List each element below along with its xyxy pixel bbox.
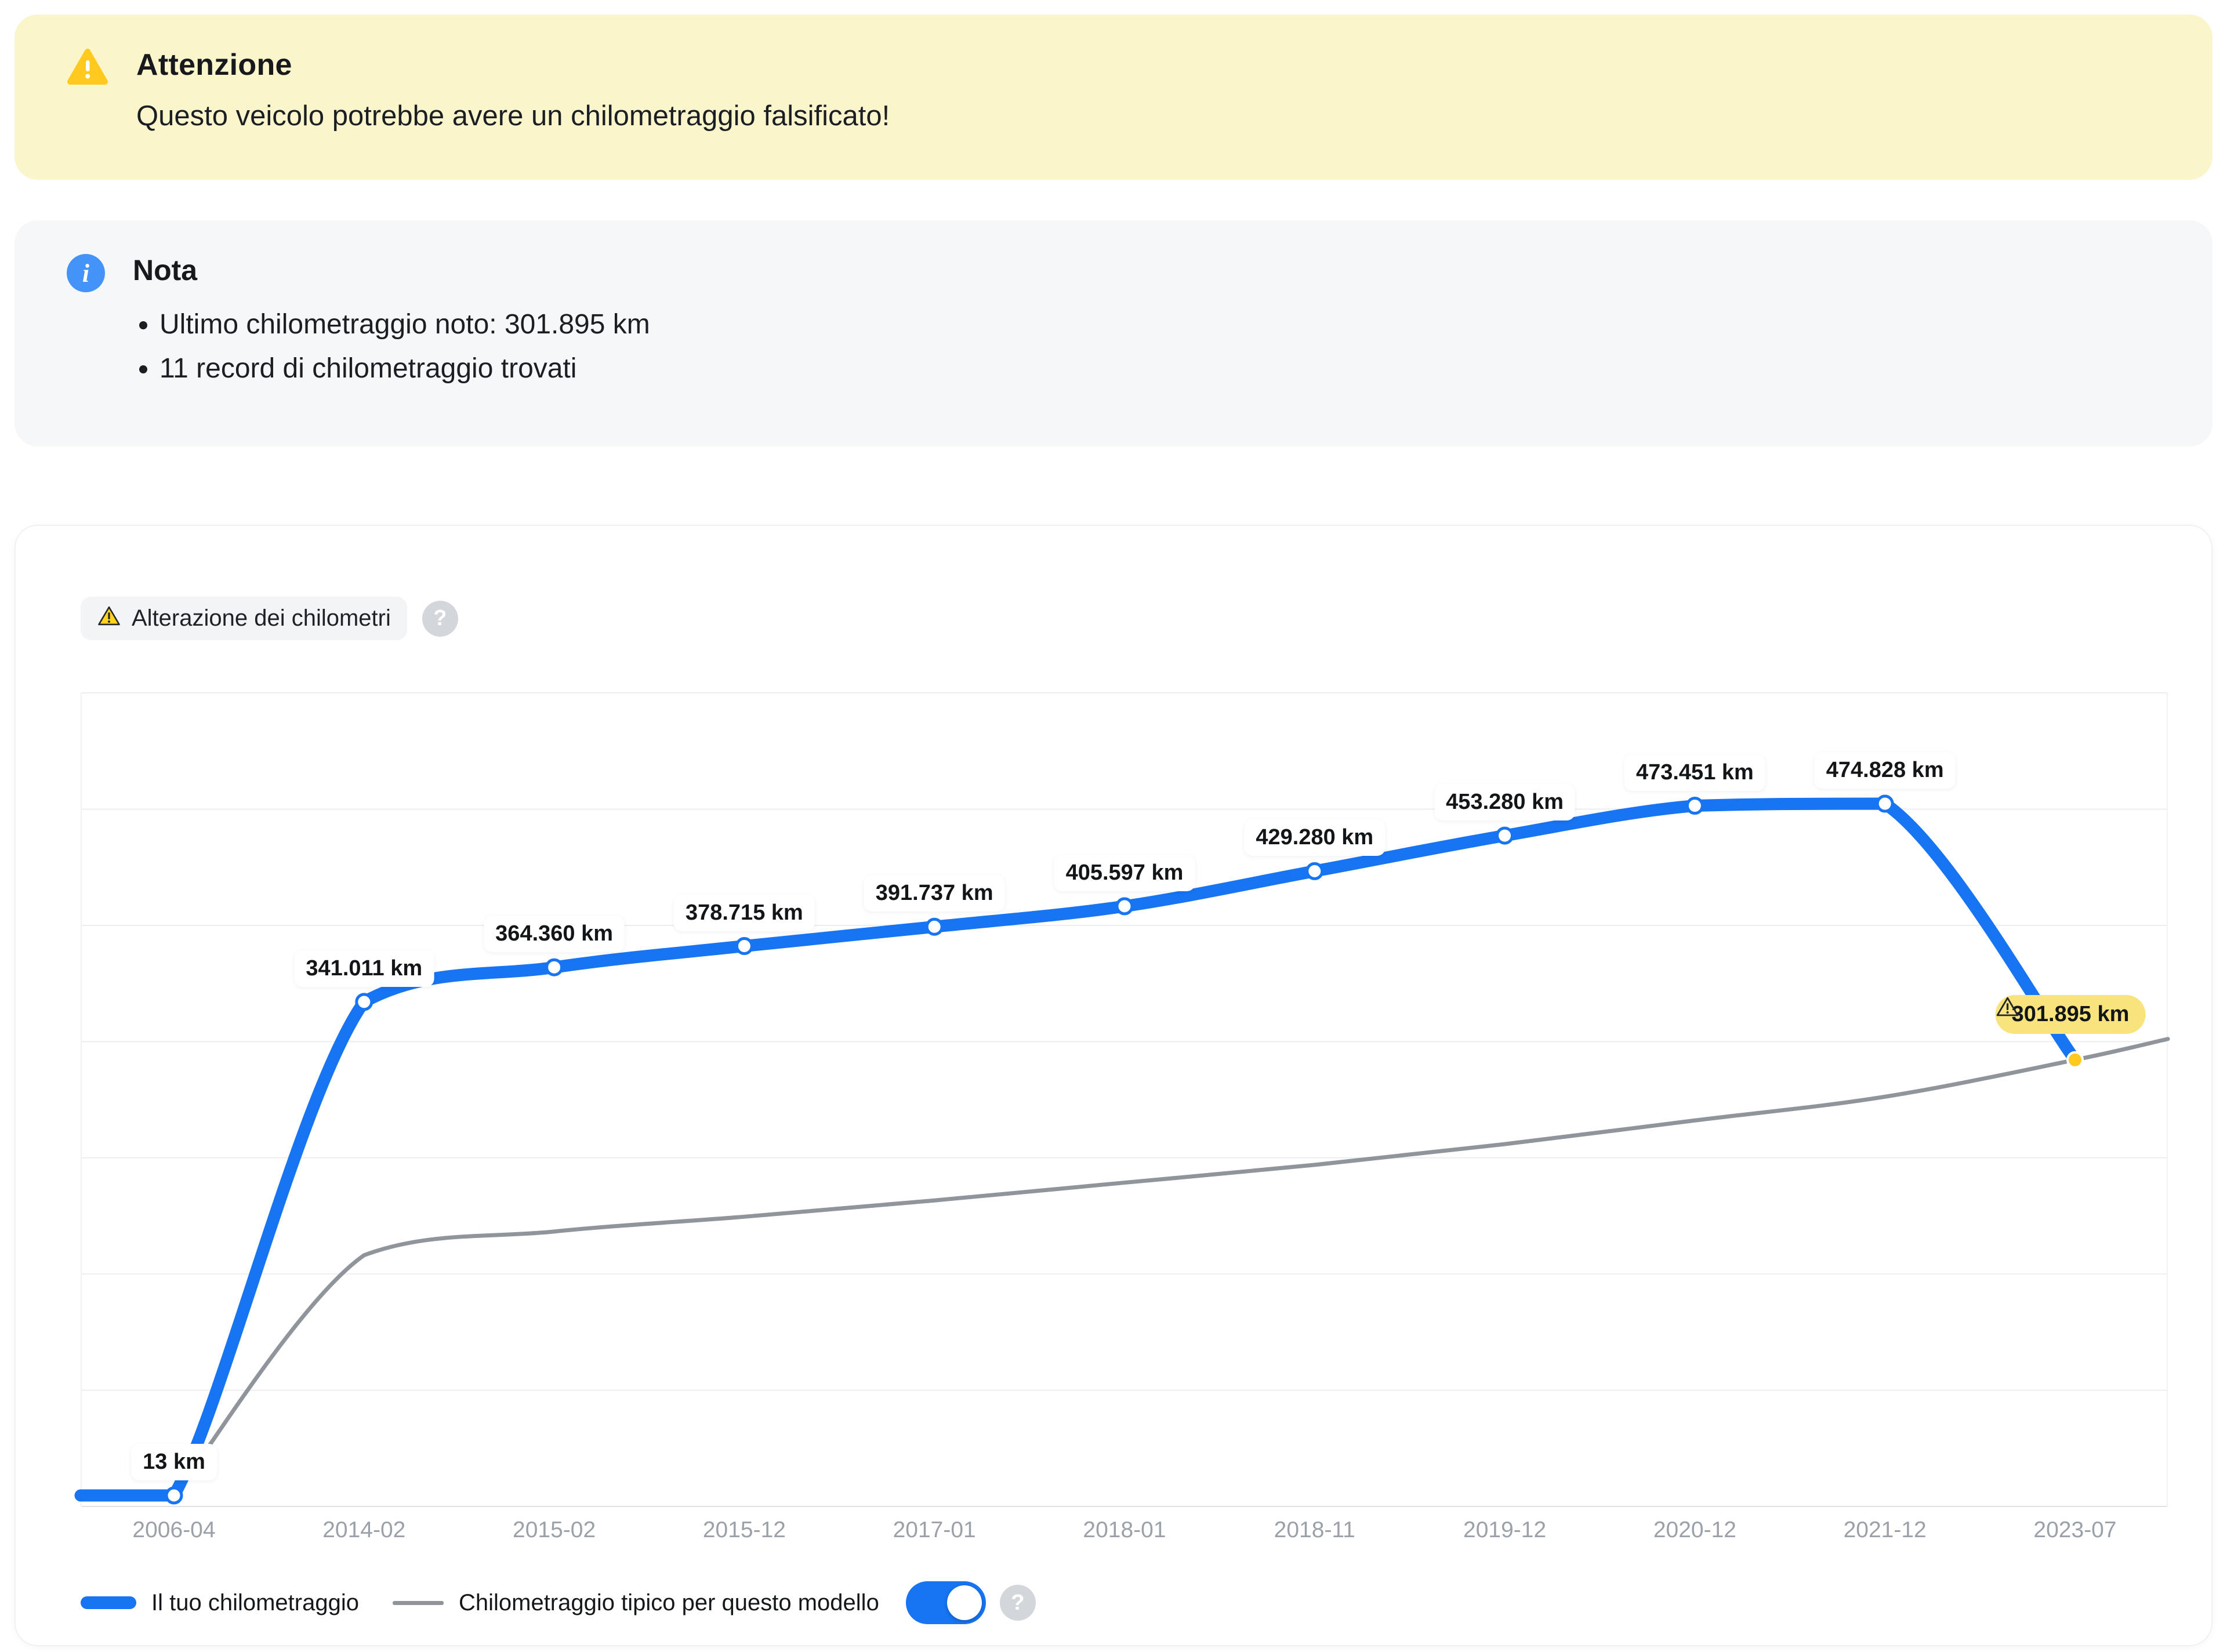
- note-item-last-mileage: Ultimo chilometraggio noto: 301.895 km: [159, 303, 650, 347]
- point-label: 453.280 km: [1434, 784, 1576, 821]
- tampering-badge-label: Alterazione dei chilometri: [132, 605, 391, 631]
- note-card: i Nota Ultimo chilometraggio noto: 301.8…: [14, 220, 2213, 446]
- warning-mileage-badge: 301.895 km: [1995, 994, 2146, 1034]
- point-label: 473.451 km: [1624, 754, 1765, 791]
- note-list: Ultimo chilometraggio noto: 301.895 km 1…: [133, 303, 650, 391]
- data-point-marker[interactable]: [735, 937, 753, 956]
- axis-tick: 2023-07: [2033, 1517, 2117, 1542]
- mileage-tampering-badge: Alterazione dei chilometri: [81, 597, 407, 640]
- chart-legend: Il tuo chilometraggio Chilometraggio tip…: [81, 1581, 2168, 1624]
- warning-title: Attenzione: [136, 48, 292, 82]
- warning-triangle-icon: [67, 48, 108, 86]
- axis-tick: 2019-12: [1463, 1517, 1547, 1542]
- chart-header: Alterazione dei chilometri ?: [81, 597, 2168, 640]
- your-mileage-label: Il tuo chilometraggio: [151, 1589, 359, 1615]
- data-point-marker[interactable]: [1115, 897, 1134, 916]
- point-label: 391.737 km: [864, 875, 1005, 912]
- typical-mileage-line[interactable]: [172, 1037, 2170, 1498]
- point-label: 405.597 km: [1054, 854, 1195, 891]
- warning-banner-body: Attenzione Questo veicolo potrebbe avere…: [136, 47, 890, 133]
- typical-mileage-swatch: [392, 1600, 444, 1605]
- axis-tick: 2006-04: [132, 1517, 216, 1542]
- data-point-marker[interactable]: [1496, 826, 1514, 845]
- axis-tick: 2015-12: [702, 1517, 786, 1542]
- warning-banner: Attenzione Questo veicolo potrebbe avere…: [14, 14, 2213, 180]
- axis-tick: 2014-02: [322, 1517, 406, 1542]
- your-mileage-swatch: [81, 1596, 136, 1609]
- x-axis: 2006-04 2014-02 2015-02 2015-12 2017-01 2018-…: [81, 1517, 2168, 1548]
- mileage-chart-card: Alterazione dei chilometri ? 13 km 341.01…: [14, 525, 2213, 1646]
- data-point-marker[interactable]: [925, 917, 944, 936]
- data-point-marker[interactable]: [1876, 794, 1894, 813]
- help-icon[interactable]: ?: [999, 1585, 1036, 1621]
- axis-tick: 2017-01: [893, 1517, 976, 1542]
- point-label: 13 km: [131, 1444, 217, 1480]
- data-point-marker[interactable]: [165, 1486, 183, 1505]
- note-item-record-count: 11 record di chilometraggio trovati: [159, 347, 650, 391]
- point-label: 341.011 km: [294, 950, 434, 987]
- warning-message: Questo veicolo potrebbe avere un chilome…: [136, 100, 890, 132]
- axis-tick: 2020-12: [1653, 1517, 1736, 1542]
- point-label: 378.715 km: [673, 894, 815, 931]
- note-title: Nota: [133, 254, 198, 286]
- plot-area[interactable]: 13 km 341.011 km 364.360 km 378.715 km 391.7…: [74, 692, 2170, 1507]
- note-body: Nota Ultimo chilometraggio noto: 301.895…: [133, 253, 650, 391]
- data-point-marker[interactable]: [355, 993, 373, 1011]
- typical-mileage-label: Chilometraggio tipico per questo modello: [458, 1589, 879, 1615]
- info-icon: i: [67, 254, 105, 292]
- point-label: 474.828 km: [1814, 752, 1956, 789]
- help-icon[interactable]: ?: [422, 600, 458, 637]
- axis-tick: 2018-11: [1274, 1517, 1355, 1542]
- data-point-marker-warning[interactable]: [2066, 1051, 2084, 1069]
- axis-tick: 2021-12: [1843, 1517, 1927, 1542]
- data-point-marker[interactable]: [545, 958, 564, 976]
- data-point-marker[interactable]: [1305, 862, 1324, 880]
- axis-tick: 2015-02: [513, 1517, 596, 1542]
- point-label: 429.280 km: [1244, 819, 1385, 856]
- warning-triangle-icon: [97, 604, 121, 633]
- your-mileage-line[interactable]: [74, 797, 2081, 1502]
- point-label: 364.360 km: [484, 916, 625, 953]
- data-point-marker[interactable]: [1685, 797, 1704, 815]
- typical-mileage-toggle[interactable]: [905, 1581, 986, 1624]
- axis-tick: 2018-01: [1083, 1517, 1166, 1542]
